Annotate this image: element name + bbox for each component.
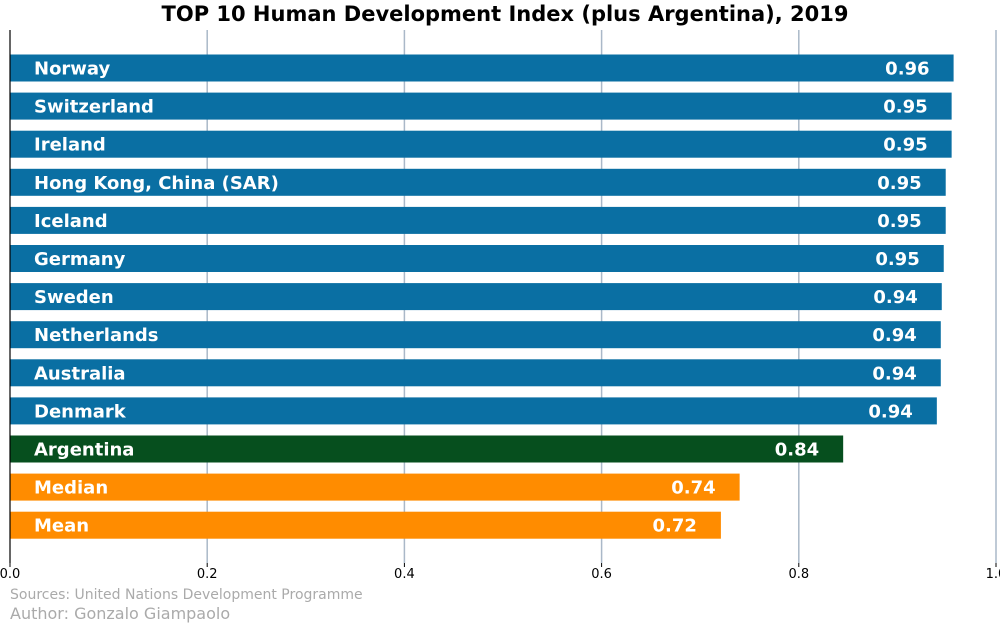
bar-value-label: 0.94	[872, 325, 916, 346]
bar	[10, 54, 954, 82]
bar-value-label: 0.84	[775, 440, 819, 461]
bar-category-label: Hong Kong, China (SAR)	[34, 173, 279, 194]
bar-category-label: Norway	[34, 59, 111, 80]
bar-value-label: 0.94	[873, 287, 917, 308]
bar-value-label: 0.94	[872, 363, 916, 384]
bar-category-label: Germany	[34, 249, 126, 270]
bar	[10, 168, 946, 196]
bar-value-label: 0.72	[652, 516, 696, 537]
bar-value-label: 0.95	[883, 97, 927, 118]
bar-value-label: 0.94	[868, 401, 912, 422]
bar	[10, 283, 942, 311]
bar	[10, 359, 941, 387]
bar-category-label: Netherlands	[34, 325, 159, 346]
x-axis-ticks: 0.0 0.2 0.4 0.6 0.8 1.0	[0, 563, 1000, 582]
x-tick-label: 0.8	[788, 567, 809, 582]
bar-value-label: 0.95	[875, 249, 919, 270]
bar	[10, 130, 952, 158]
bar-category-label: Denmark	[34, 401, 127, 422]
bar-value-label: 0.95	[883, 135, 927, 156]
x-tick-label: 0.2	[197, 567, 218, 582]
bar	[10, 206, 946, 234]
author-note: Author: Gonzalo Giampaolo	[10, 604, 231, 623]
bar	[10, 397, 937, 425]
hdi-bar-chart: Norway 0.96 Switzerland 0.95 Ireland 0.95 Hong…	[0, 30, 1000, 582]
bar-category-label: Australia	[34, 363, 126, 384]
bars	[10, 54, 954, 539]
bar-value-label: 0.95	[877, 173, 921, 194]
x-tick-label: 0.4	[394, 567, 415, 582]
chart-title: TOP 10 Human Development Index (plus Arg…	[161, 2, 849, 26]
bar	[10, 435, 844, 463]
source-note: Sources: United Nations Development Prog…	[10, 587, 363, 603]
bar-value-label: 0.74	[671, 478, 715, 499]
bar	[10, 321, 941, 349]
bar-category-label: Mean	[34, 516, 89, 537]
bar-category-label: Ireland	[34, 135, 106, 156]
bar	[10, 245, 944, 272]
bar-value-label: 0.95	[877, 211, 921, 232]
x-tick-label: 0.0	[0, 567, 20, 582]
bar-category-label: Argentina	[34, 440, 134, 461]
bar-category-label: Median	[34, 478, 108, 499]
bar-category-label: Sweden	[34, 287, 114, 308]
x-tick-label: 1.0	[986, 567, 1000, 582]
bar-value-label: 0.96	[885, 59, 929, 80]
bar-category-label: Switzerland	[34, 97, 154, 118]
bar-labels: Norway 0.96 Switzerland 0.95 Ireland 0.95 Hong…	[34, 59, 930, 537]
bar	[10, 92, 952, 120]
bar-category-label: Iceland	[34, 211, 108, 232]
x-tick-label: 0.6	[591, 567, 612, 582]
bar	[10, 473, 740, 501]
bar	[10, 511, 721, 539]
